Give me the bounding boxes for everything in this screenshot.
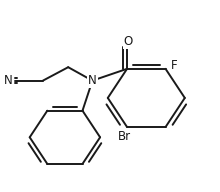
Text: F: F	[170, 59, 177, 72]
Text: N: N	[88, 74, 97, 87]
Text: N: N	[4, 74, 13, 87]
Text: O: O	[123, 36, 133, 48]
Text: Br: Br	[118, 130, 131, 143]
